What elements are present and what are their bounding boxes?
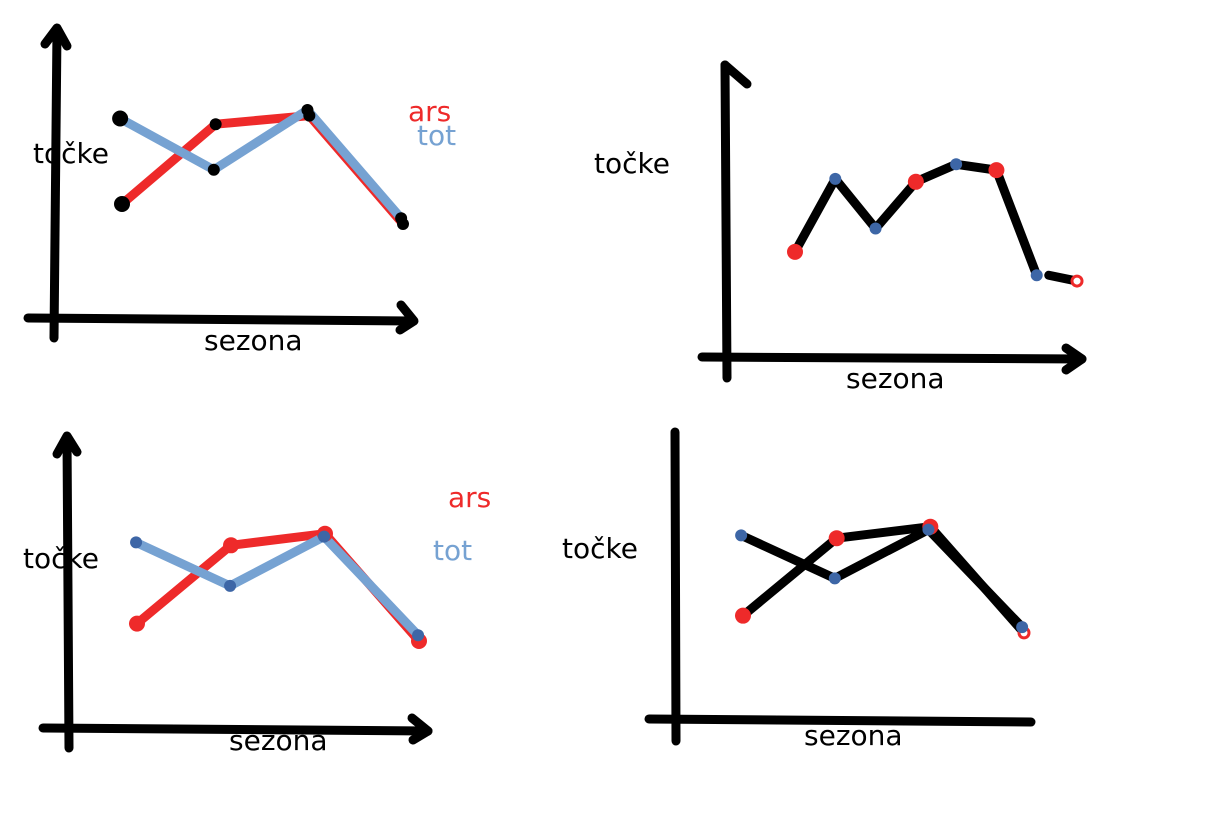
chart-3-y-arrowhead <box>52 431 82 459</box>
chart-3-point-ars-2 <box>223 537 239 554</box>
chart-2-x-axis <box>697 352 1087 364</box>
chart-4-line-2 <box>736 525 1027 632</box>
chart-4-point-2-3 <box>922 523 935 536</box>
chart-2-point-tot-3 <box>869 222 882 235</box>
chart-4-point-2-4 <box>1016 621 1029 634</box>
chart-1-legend-ars: ars <box>408 95 451 128</box>
chart-3-xlabel: sezona <box>229 724 328 757</box>
chart-2-y-axis <box>720 60 732 383</box>
chart-2-point-tot-7 <box>1030 269 1043 282</box>
chart-1-y-axis <box>49 25 62 343</box>
chart-2: točke sezona <box>594 60 1087 395</box>
chart-1-xlabel: sezona <box>204 324 303 357</box>
chart-2-point-tot-2 <box>829 172 842 185</box>
chart-1-ylabel: točke <box>33 137 109 170</box>
chart-4-y-axis <box>670 427 681 746</box>
chart-1-point-tot-1 <box>112 110 129 127</box>
chart-2-point-tot-5 <box>950 158 963 171</box>
chart-3-point-tot-4 <box>412 629 425 642</box>
chart-1-y-arrowhead <box>40 23 72 51</box>
chart-3-legend-ars: ars <box>448 481 491 514</box>
chart-3-point-ars-1 <box>129 615 145 632</box>
chart-3-legend-tot: tot <box>433 534 472 567</box>
chart-4-point-1-1 <box>735 607 751 624</box>
chart-4-ylabel: točke <box>562 532 638 565</box>
chart-3-y-axis <box>62 433 74 753</box>
chart-1: točke sezona ars tot <box>23 23 456 357</box>
chart-4-xlabel: sezona <box>804 719 903 752</box>
chart-2-ylabel: točke <box>594 147 670 180</box>
chart-3: točke sezona ars tot <box>23 431 491 757</box>
chart-4-point-2-2 <box>828 572 841 585</box>
chart-1-point-tot-4 <box>395 212 408 225</box>
chart-3-ylabel: točke <box>23 542 99 575</box>
chart-1-line-tot <box>115 105 406 223</box>
chart-1-point-ars-2 <box>209 118 222 131</box>
chart-3-x-arrowhead <box>407 713 433 745</box>
chart-1-legend-tot: tot <box>417 119 456 152</box>
chart-4-point-1-2 <box>828 530 845 547</box>
chart-2-point-ars-8 <box>1070 274 1084 288</box>
chart-3-point-tot-3 <box>318 530 331 543</box>
chart-2-y-arrowhead <box>720 60 752 89</box>
chart-1-x-arrowhead <box>395 300 419 335</box>
chart-2-point-ars-1 <box>787 243 803 260</box>
chart-2-point-ars-4 <box>907 173 924 190</box>
chart-2-x-arrowhead <box>1061 343 1087 375</box>
chart-3-line-tot <box>131 532 423 640</box>
chart-1-x-axis <box>23 313 417 326</box>
chart-1-point-tot-3 <box>301 103 314 116</box>
chart-3-x-axis <box>38 723 433 736</box>
chart-2-xlabel: sezona <box>846 362 945 395</box>
chart-1-point-ars-1 <box>114 196 130 212</box>
chart-4-point-2-1 <box>735 529 748 542</box>
chart-1-point-tot-2 <box>207 163 220 176</box>
chart-4: točke sezona <box>562 427 1036 752</box>
chart-2-point-ars-6 <box>988 162 1005 179</box>
chart-3-point-tot-1 <box>130 536 143 549</box>
chart-4-x-axis <box>644 714 1036 727</box>
chart-3-point-tot-2 <box>224 579 237 592</box>
